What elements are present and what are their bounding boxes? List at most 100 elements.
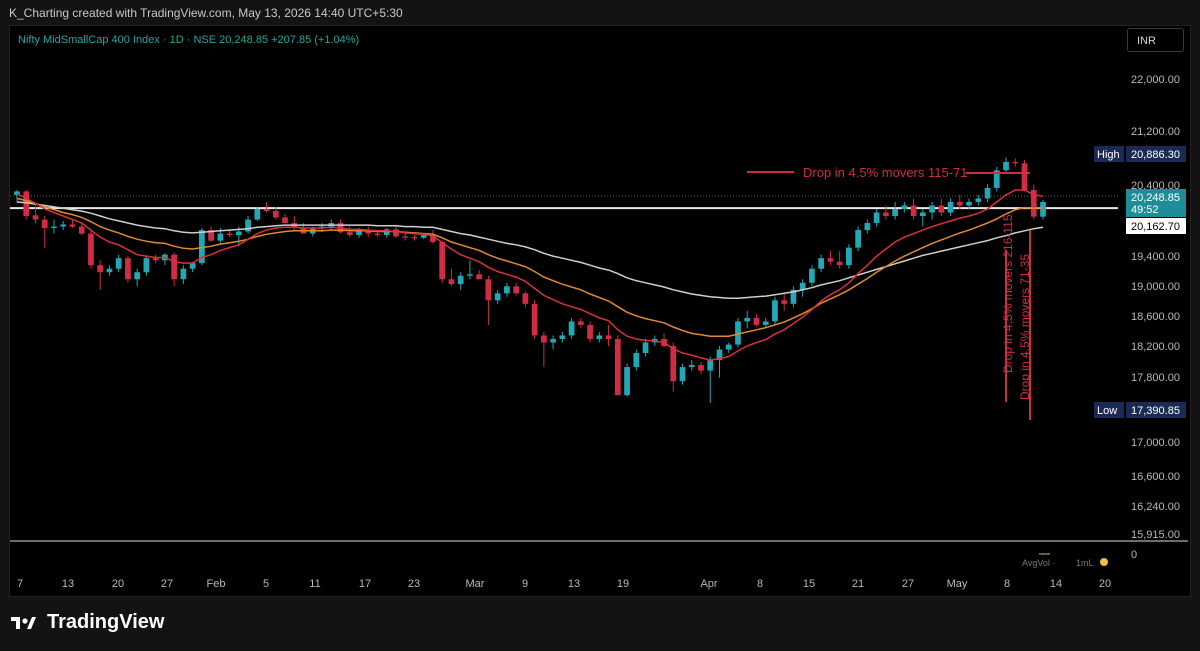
candle-body[interactable] xyxy=(744,317,751,322)
candle-body[interactable] xyxy=(910,205,917,217)
candle-body[interactable] xyxy=(642,342,649,354)
candle-body[interactable] xyxy=(467,274,473,276)
candle-body[interactable] xyxy=(966,201,972,206)
candle-body[interactable] xyxy=(522,293,529,304)
candle-body[interactable] xyxy=(855,230,862,248)
candle-body[interactable] xyxy=(698,364,704,371)
candle-body[interactable] xyxy=(346,232,353,235)
candle-body[interactable] xyxy=(929,205,935,213)
candle-body[interactable] xyxy=(947,201,954,213)
candle-body[interactable] xyxy=(152,258,159,261)
candle-body[interactable] xyxy=(245,219,251,232)
candle-body[interactable] xyxy=(799,282,806,290)
candle-body[interactable] xyxy=(836,261,843,266)
candle-body[interactable] xyxy=(725,344,732,350)
candle-body[interactable] xyxy=(707,360,714,371)
candle-body[interactable] xyxy=(550,338,556,343)
candle-body[interactable] xyxy=(365,230,372,234)
candle-body[interactable] xyxy=(596,335,603,339)
candle-body[interactable] xyxy=(254,208,261,220)
candle-body[interactable] xyxy=(134,272,141,280)
candle-body[interactable] xyxy=(143,258,150,273)
candle-body[interactable] xyxy=(1030,190,1037,217)
candle-body[interactable] xyxy=(984,187,991,199)
candle-body[interactable] xyxy=(975,198,982,202)
candle-body[interactable] xyxy=(439,242,446,280)
candle-body[interactable] xyxy=(614,338,621,396)
candle-body[interactable] xyxy=(873,212,880,224)
candle-body[interactable] xyxy=(956,201,963,206)
candle-body[interactable] xyxy=(762,321,769,325)
candle-body[interactable] xyxy=(772,300,778,322)
candle-body[interactable] xyxy=(171,254,178,280)
candle-body[interactable] xyxy=(781,300,788,304)
candle-body[interactable] xyxy=(78,226,85,234)
candle-body[interactable] xyxy=(476,274,483,280)
candle-body[interactable] xyxy=(670,346,677,382)
candle-body[interactable] xyxy=(494,293,501,301)
candle-body[interactable] xyxy=(587,324,593,339)
candle-body[interactable] xyxy=(448,279,455,285)
candle-body[interactable] xyxy=(1003,161,1009,171)
candle-body[interactable] xyxy=(1040,202,1046,217)
candle-body[interactable] xyxy=(559,335,566,339)
candle-body[interactable] xyxy=(716,349,723,361)
candle-body[interactable] xyxy=(504,286,510,294)
candle-body[interactable] xyxy=(51,226,57,228)
candle-body[interactable] xyxy=(356,230,362,235)
candle-body[interactable] xyxy=(125,258,131,280)
candle-body[interactable] xyxy=(790,289,797,304)
candle-body[interactable] xyxy=(513,286,520,294)
candle-body[interactable] xyxy=(69,224,76,227)
candle-body[interactable] xyxy=(374,233,381,235)
candle-body[interactable] xyxy=(688,364,695,368)
candle-body[interactable] xyxy=(901,205,908,209)
candle-body[interactable] xyxy=(735,321,741,345)
candle-body[interactable] xyxy=(272,211,279,218)
candle-body[interactable] xyxy=(41,219,48,228)
candle-body[interactable] xyxy=(577,321,584,325)
candle-body[interactable] xyxy=(605,335,612,339)
candle-body[interactable] xyxy=(115,258,122,269)
candle-body[interactable] xyxy=(809,268,815,283)
candle-body[interactable] xyxy=(679,367,686,382)
candle-body[interactable] xyxy=(993,170,1000,188)
candle-body[interactable] xyxy=(393,229,399,237)
candle-body[interactable] xyxy=(457,275,464,285)
candle-body[interactable] xyxy=(864,223,871,231)
candle-body[interactable] xyxy=(818,258,825,269)
candle-body[interactable] xyxy=(88,233,94,266)
candle-body[interactable] xyxy=(919,212,926,217)
candle-body[interactable] xyxy=(23,191,30,217)
candle-body[interactable] xyxy=(540,335,547,343)
candle-body[interactable] xyxy=(180,268,187,280)
candle-body[interactable] xyxy=(226,233,233,235)
candle-body[interactable] xyxy=(938,205,945,213)
candle-body[interactable] xyxy=(411,237,418,239)
candle-body[interactable] xyxy=(189,263,196,269)
candle-body[interactable] xyxy=(882,212,889,217)
candle-body[interactable] xyxy=(60,224,67,227)
candle-body[interactable] xyxy=(208,230,214,241)
candle-body[interactable] xyxy=(282,217,288,224)
candle-body[interactable] xyxy=(420,234,427,238)
candle-body[interactable] xyxy=(217,233,224,241)
candle-body[interactable] xyxy=(1021,163,1028,191)
candle-body[interactable] xyxy=(106,268,113,273)
chart-area[interactable] xyxy=(9,25,1191,597)
candle-body[interactable] xyxy=(568,321,575,336)
candle-body[interactable] xyxy=(263,208,270,212)
candle-body[interactable] xyxy=(633,353,640,368)
candle-body[interactable] xyxy=(402,236,409,238)
candle-body[interactable] xyxy=(827,258,834,262)
candle-body[interactable] xyxy=(1012,161,1019,164)
candle-body[interactable] xyxy=(624,367,630,396)
candle-body[interactable] xyxy=(531,303,538,336)
candle-body[interactable] xyxy=(753,317,760,325)
candle-body[interactable] xyxy=(892,208,898,217)
currency-button[interactable]: INR xyxy=(1127,28,1184,52)
candle-body[interactable] xyxy=(198,230,205,264)
emoji-icon[interactable] xyxy=(1100,558,1108,566)
candle-body[interactable] xyxy=(846,247,852,266)
